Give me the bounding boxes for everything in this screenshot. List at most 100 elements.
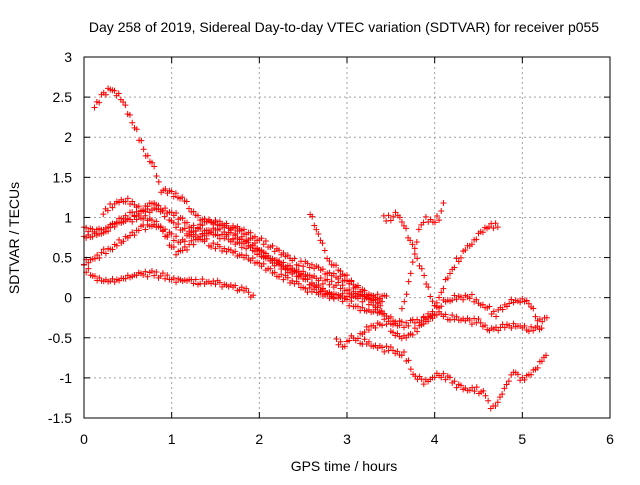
data-point [300,268,307,275]
data-point [423,280,430,287]
data-point [230,224,237,231]
data-point [420,381,427,388]
data-point [453,313,460,320]
data-point [100,229,107,236]
data-point [486,303,493,310]
data-point [216,243,223,250]
x-tick-label: 0 [80,431,88,447]
data-point [208,229,215,236]
data-point [243,285,250,292]
data-point [505,378,512,385]
data-point [190,280,197,287]
data-point [151,163,158,170]
data-point [468,291,475,298]
data-point [212,281,219,288]
data-point [440,370,447,377]
data-point [100,246,107,253]
data-point [230,235,237,242]
data-point [372,324,379,331]
data-point [250,292,257,299]
data-point [184,219,191,226]
data-point [142,212,149,219]
data-point [403,291,410,298]
data-point [287,262,294,269]
data-point [440,200,447,207]
data-point [129,198,136,205]
x-tick-label: 4 [431,431,439,447]
data-point [315,283,322,290]
data-point [501,324,508,331]
data-point [506,300,513,307]
data-point [490,225,497,232]
data-point [457,382,464,389]
data-point [155,178,162,185]
data-point [333,262,340,269]
data-point [236,227,243,234]
data-point [120,99,127,106]
data-point [394,330,401,337]
data-point [444,275,451,282]
data-point [333,336,340,343]
data-point [405,278,412,285]
data-point [503,303,510,310]
x-axis-label: GPS time / hours [291,458,398,474]
data-point [256,260,263,267]
data-point [337,338,344,345]
data-point [148,217,155,224]
data-point [267,265,274,272]
series-13 [333,332,550,412]
data-point [304,276,311,283]
data-point [271,269,278,276]
data-point [499,391,506,398]
data-point [232,282,239,289]
data-point [436,294,443,301]
data-point [280,276,287,283]
data-point [100,211,107,218]
data-point [142,226,149,233]
data-point [173,251,180,258]
y-tick-label: -0.5 [48,330,72,346]
data-point [295,280,302,287]
data-point [170,275,177,282]
data-point [243,252,250,259]
data-point [122,275,129,282]
data-point [543,314,550,321]
data-point [453,296,460,303]
data-point [442,376,449,383]
data-point [260,241,267,248]
data-point [398,305,405,312]
data-point [333,291,340,298]
data-point [374,291,381,298]
data-point [473,236,480,243]
data-point [210,240,217,247]
data-point [247,235,254,242]
data-point [247,229,254,236]
data-point [102,250,109,257]
data-point [153,218,160,225]
data-point [240,230,247,237]
data-point [339,282,346,289]
data-point [405,357,412,364]
data-point [449,297,456,304]
data-point [155,202,162,209]
data-point [431,374,438,381]
data-point [179,215,186,222]
data-point [162,185,169,192]
data-point [361,336,368,343]
data-point [354,282,361,289]
data-point [127,232,134,239]
data-point [418,317,425,324]
data-point [151,272,158,279]
data-point [335,279,342,286]
data-point [168,188,175,195]
data-point [94,251,101,258]
data-point [162,275,169,282]
data-point [142,268,149,275]
data-point [438,207,445,214]
data-point [129,218,136,225]
data-point [405,322,412,329]
data-point [534,364,541,371]
data-point [525,328,532,335]
data-point [455,258,462,265]
data-point [365,327,372,334]
